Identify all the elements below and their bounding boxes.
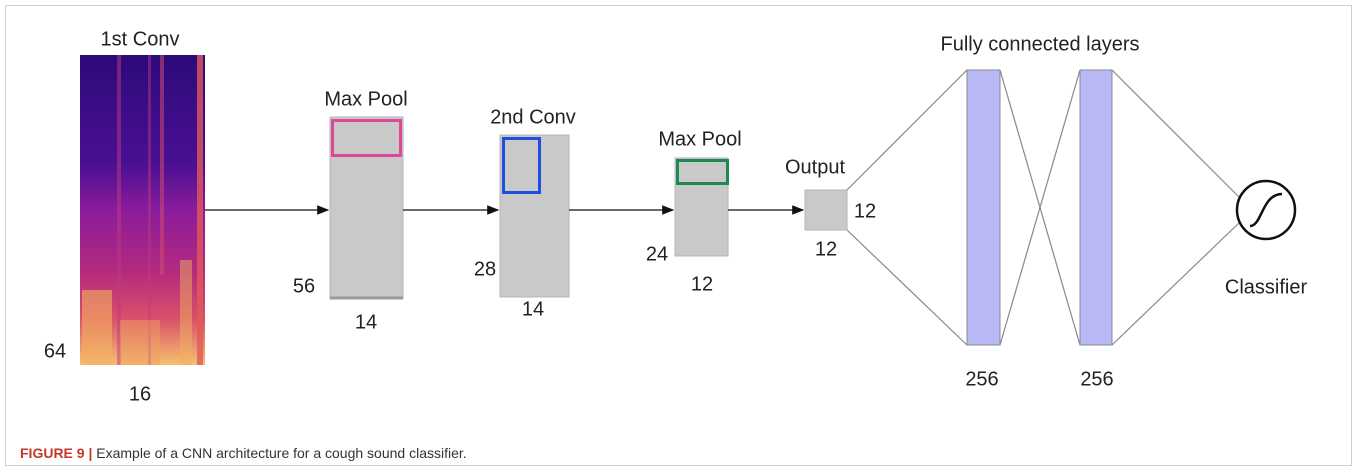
layer-height: 56 [293, 275, 315, 297]
caption: FIGURE 9 | Example of a CNN architecture… [20, 445, 467, 461]
layer-label: Max Pool [324, 88, 407, 110]
spectrogram [80, 55, 205, 365]
layer-box [499, 134, 570, 298]
layer-height: 28 [474, 258, 496, 280]
layer-label: 2nd Conv [490, 106, 576, 128]
caption-figure: FIGURE 9 | [20, 445, 92, 461]
layer-width: 12 [691, 273, 713, 295]
layer-width: 14 [355, 311, 377, 333]
classifier-label: Classifier [1225, 276, 1308, 298]
layer-label: Max Pool [658, 128, 741, 150]
layer-height: 12 [854, 200, 876, 222]
layer-label: Output [785, 156, 845, 178]
layer-height: 64 [44, 340, 66, 362]
layer-width: 12 [815, 238, 837, 260]
layer-width: 16 [129, 383, 151, 405]
filter [676, 159, 729, 185]
filter [331, 119, 402, 157]
fc-layer [1079, 69, 1113, 346]
fc-label: Fully connected layers [941, 33, 1140, 55]
filter [502, 137, 541, 194]
layer-box [674, 157, 729, 257]
layer-width: 14 [522, 298, 544, 320]
classifier-icon [1235, 179, 1297, 241]
fc-layer [966, 69, 1001, 346]
layer-height: 24 [646, 243, 668, 265]
fc-size: 256 [965, 368, 998, 390]
frame [5, 5, 1352, 466]
connections [846, 69, 1241, 346]
fc-size: 256 [1080, 368, 1113, 390]
layer-box [329, 116, 404, 299]
layer-box [804, 189, 848, 231]
layer-label: 1st Conv [101, 28, 180, 50]
caption-text: Example of a CNN architecture for a coug… [96, 445, 466, 461]
